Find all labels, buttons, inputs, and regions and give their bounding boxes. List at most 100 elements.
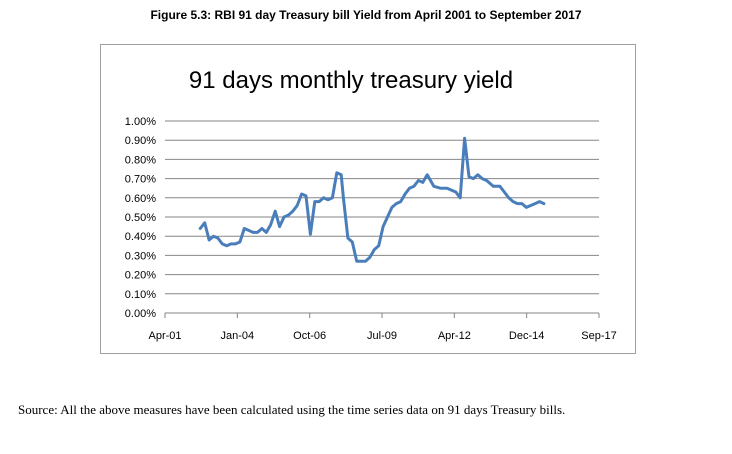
chart-container: 91 days monthly treasury yield 0.00% 0.10… (100, 44, 636, 354)
data-point (538, 200, 541, 203)
data-point (234, 242, 237, 246)
data-point (225, 244, 228, 247)
data-point (212, 235, 215, 238)
data-point (390, 206, 394, 209)
x-tick-label: Apr-12 (438, 330, 471, 342)
x-tick-label: Jan-04 (221, 330, 255, 342)
y-tick-label: 0.50% (125, 212, 156, 224)
data-point (313, 200, 316, 203)
y-tick-label: 0.00% (125, 308, 156, 320)
line-chart: 91 days monthly treasury yield 0.00% 0.10… (125, 67, 617, 342)
series-line (198, 136, 546, 263)
series-points (199, 137, 546, 263)
data-point (421, 181, 424, 184)
data-point (318, 200, 321, 203)
data-point (467, 175, 471, 178)
data-point (542, 202, 546, 205)
figure-title: Figure 5.3: RBI 91 day Treasury bill Yie… (150, 8, 582, 22)
x-tick-labels: Apr-01 Jan-04 Oct-06 Jul-09 Apr-12 Dec-14 Sep-… (148, 313, 617, 342)
data-point (251, 231, 255, 234)
data-point (395, 202, 398, 205)
data-point (216, 236, 220, 240)
data-point (368, 256, 372, 259)
x-tick-label: Apr-01 (148, 330, 181, 342)
y-tick-labels: 0.00% 0.10% 0.20% 0.30% 0.40% 0.50% 0.60% 0.70%… (125, 116, 156, 320)
data-point (322, 196, 325, 199)
y-tick-label: 1.00% (125, 116, 156, 128)
data-point (335, 171, 338, 174)
data-point (342, 196, 345, 199)
x-tick-label: Dec-14 (509, 330, 544, 342)
data-point (355, 260, 358, 263)
source-note: Source: All the above measures have been… (18, 402, 566, 417)
chart-title: 91 days monthly treasury yield (189, 67, 513, 94)
y-tick-label: 0.20% (125, 270, 156, 282)
data-point (426, 173, 429, 176)
data-point (381, 225, 385, 228)
data-point (459, 196, 462, 199)
data-point (533, 202, 537, 205)
data-point (304, 194, 308, 198)
data-point (432, 185, 435, 188)
data-point (326, 198, 330, 201)
data-point (481, 177, 484, 180)
data-point (221, 242, 224, 246)
y-tick-label: 0.90% (125, 135, 156, 147)
y-tick-label: 0.60% (125, 193, 156, 205)
y-tick-label: 0.70% (125, 174, 156, 186)
data-point (439, 187, 442, 190)
data-point (340, 173, 343, 176)
data-point (507, 196, 510, 199)
data-point (386, 215, 389, 219)
data-point (485, 179, 488, 182)
data-point (489, 183, 493, 186)
data-point (408, 187, 411, 190)
data-point (463, 137, 466, 140)
data-point (359, 260, 363, 263)
data-point (487, 181, 490, 184)
data-point (269, 223, 272, 226)
data-point (520, 202, 524, 205)
data-point (412, 185, 416, 188)
data-point (445, 187, 449, 190)
data-point (247, 229, 250, 232)
y-tick-label: 0.10% (125, 289, 156, 301)
data-point (494, 185, 497, 188)
data-point (516, 202, 519, 205)
data-point (309, 233, 312, 236)
data-point (476, 173, 479, 176)
x-tick-label: Oct-06 (293, 330, 326, 342)
data-point (207, 238, 211, 242)
data-point (300, 192, 303, 196)
y-gridlines (165, 120, 599, 295)
data-point (278, 225, 281, 228)
data-point (296, 204, 299, 207)
y-tick-label: 0.80% (125, 154, 156, 166)
data-point (529, 204, 532, 207)
data-point (417, 179, 420, 182)
data-point (346, 236, 350, 240)
data-point (525, 206, 528, 209)
y-tick-label: 0.40% (125, 231, 156, 243)
data-point (399, 200, 402, 203)
data-point (454, 190, 457, 194)
data-point (351, 240, 354, 244)
x-tick-label: Jul-09 (367, 330, 397, 342)
y-tick-label: 0.30% (125, 250, 156, 262)
data-point (238, 240, 242, 244)
data-point (282, 215, 286, 219)
data-point (511, 200, 515, 203)
data-point (377, 244, 380, 247)
data-point (199, 227, 202, 230)
data-point (229, 242, 233, 246)
data-point (492, 185, 495, 188)
data-point (256, 231, 259, 234)
data-point (203, 221, 206, 224)
data-point (260, 227, 264, 230)
data-point (403, 192, 407, 196)
data-point (450, 188, 453, 192)
data-point (364, 260, 367, 263)
data-point (373, 248, 376, 251)
x-tick-label: Sep-17 (581, 330, 616, 342)
data-point (287, 213, 290, 217)
